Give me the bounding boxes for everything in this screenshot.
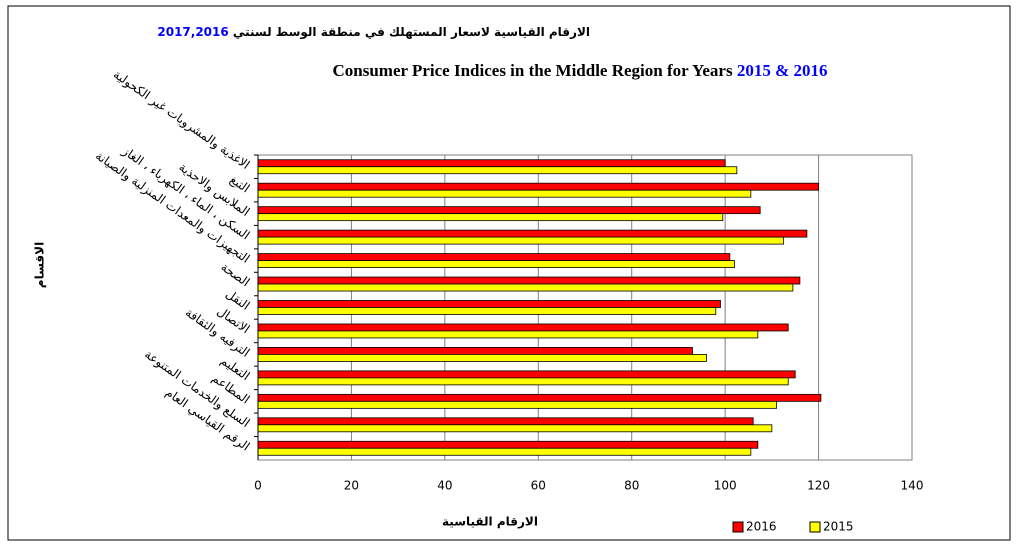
bar [257,260,735,268]
bar [257,159,726,168]
title-ar: الارقام القياسية لاسعار المستهلك في منطق… [157,25,590,40]
legend-swatch [809,521,821,533]
bar [257,236,784,245]
bar [257,417,754,426]
bar [257,330,759,339]
bar [257,189,752,198]
bar [257,300,721,308]
bar [257,370,796,379]
bar [257,424,773,433]
bar [257,253,731,261]
x-tick-label: 80 [624,479,639,493]
bar [257,447,752,456]
bar [257,400,777,409]
x-tick-label: 120 [807,479,830,493]
bar [257,229,808,238]
bar [257,283,794,292]
bar [257,166,738,175]
bar [257,393,822,402]
x-tick-label: 100 [714,479,737,493]
bar [257,354,707,362]
x-tick-label: 60 [531,479,546,493]
x-tick-label: 20 [344,479,359,493]
x-axis-title: الارقام القياسية [442,515,538,530]
bar [257,377,789,386]
bar [257,276,801,285]
bar [257,307,717,315]
legend-label: 2015 [823,520,854,534]
y-axis-title: الاقسام [33,242,48,288]
legend-label: 2016 [746,520,777,534]
x-tick-label: 0 [254,479,262,493]
legend-swatch [732,521,744,533]
bar [257,347,693,355]
bar [257,440,759,449]
bar [257,323,789,332]
title-en: Consumer Price Indices in the Middle Reg… [332,61,827,80]
bar [257,213,724,222]
bar [257,206,761,215]
x-tick-label: 40 [437,479,452,493]
bar [257,182,819,191]
x-tick-label: 140 [901,479,924,493]
